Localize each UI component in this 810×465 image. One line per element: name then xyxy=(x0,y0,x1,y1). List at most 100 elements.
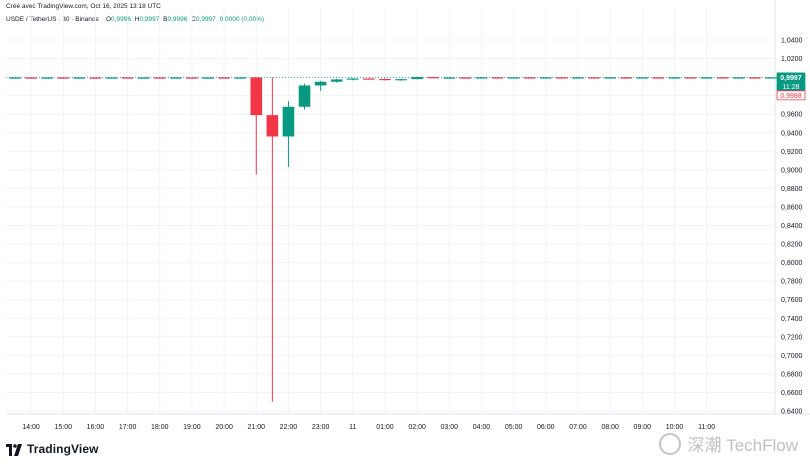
candle-body[interactable] xyxy=(9,77,21,79)
candle-body[interactable] xyxy=(491,77,504,79)
candle-body[interactable] xyxy=(186,77,198,79)
candle-body[interactable] xyxy=(716,77,729,79)
candle-body[interactable] xyxy=(588,77,600,79)
x-tick-label: 06:00 xyxy=(537,424,555,431)
candle-body[interactable] xyxy=(41,77,53,79)
y-tick-label: 0,9400 xyxy=(781,130,803,137)
low-price-tag-text: 0,9988 xyxy=(780,93,802,100)
y-tick-label: 1,0200 xyxy=(781,56,803,63)
candle-body[interactable] xyxy=(314,81,327,86)
candle-body[interactable] xyxy=(89,77,102,79)
candle-body[interactable] xyxy=(507,77,520,79)
candle-body[interactable] xyxy=(652,77,665,79)
x-tick-label: 16:00 xyxy=(87,424,105,431)
x-tick-label: 01:00 xyxy=(376,424,394,431)
watermark-icon xyxy=(659,432,682,455)
ohlc-legend: USDE / TetherUS · 30 · Binance O0,9996 H… xyxy=(6,16,266,23)
x-tick-label: 15:00 xyxy=(54,424,72,431)
y-tick-label: 0,6800 xyxy=(781,371,803,378)
candle-body[interactable] xyxy=(73,77,86,79)
y-tick-label: 0,7200 xyxy=(781,334,803,341)
tradingview-logo-icon xyxy=(6,443,22,456)
candle-body[interactable] xyxy=(121,77,134,79)
candle-body[interactable] xyxy=(749,77,761,79)
symbol-label[interactable]: USDE / TetherUS · 30 · Binance xyxy=(6,16,99,23)
candle-body[interactable] xyxy=(668,77,681,79)
countdown-tag-text: 11:28 xyxy=(783,84,800,91)
candle-body[interactable] xyxy=(298,85,311,107)
open-label: O xyxy=(105,16,112,23)
candle-body[interactable] xyxy=(443,77,456,79)
candle-body[interactable] xyxy=(330,79,343,82)
x-tick-label: 14:00 xyxy=(22,424,40,431)
y-tick-label: 0,9600 xyxy=(781,112,803,119)
candle-body[interactable] xyxy=(379,78,391,81)
y-tick-label: 0,8200 xyxy=(781,242,803,249)
tradingview-logo[interactable]: TradingView xyxy=(6,441,99,457)
candle-body[interactable] xyxy=(218,77,230,79)
x-tick-label: 10:00 xyxy=(666,424,684,431)
x-tick-label: 21:00 xyxy=(248,424,266,431)
candle-body[interactable] xyxy=(604,77,616,79)
watermark-text: 深潮 TechFlow xyxy=(687,436,798,455)
low-label: B xyxy=(163,16,168,23)
x-tick-label: 18:00 xyxy=(151,424,169,431)
candle-body[interactable] xyxy=(636,77,649,79)
candle-body[interactable] xyxy=(25,77,37,79)
y-tick-label: 0,6400 xyxy=(781,409,803,416)
candle-body[interactable] xyxy=(765,77,777,79)
candle-body[interactable] xyxy=(572,77,584,79)
candle-body[interactable] xyxy=(282,106,295,137)
candle-body[interactable] xyxy=(540,77,552,79)
candle-body[interactable] xyxy=(620,77,633,79)
y-tick-label: 0,8600 xyxy=(781,204,803,211)
x-tick-label: 03:00 xyxy=(441,424,459,431)
x-tick-label: 17:00 xyxy=(119,424,137,431)
y-tick-label: 0,8400 xyxy=(781,223,803,230)
candle-body[interactable] xyxy=(411,77,423,80)
candle-body[interactable] xyxy=(105,77,118,79)
candle-body[interactable] xyxy=(395,79,407,81)
low-price-tag xyxy=(776,90,806,101)
candle-body[interactable] xyxy=(733,77,745,79)
x-tick-label: 05:00 xyxy=(505,424,523,431)
candle-body[interactable] xyxy=(523,77,536,79)
x-tick-label: 08:00 xyxy=(601,424,619,431)
x-tick-label: 04:00 xyxy=(473,424,491,431)
open-value: 0,9996 xyxy=(111,16,131,23)
x-tick-label: 07:00 xyxy=(569,424,587,431)
candle-body[interactable] xyxy=(556,77,568,79)
y-tick-label: 0,7400 xyxy=(781,316,803,323)
y-tick-label: 0,7800 xyxy=(781,279,803,286)
candle-body[interactable] xyxy=(363,78,375,80)
x-tick-label: 20:00 xyxy=(215,424,233,431)
candle-body[interactable] xyxy=(57,77,70,79)
high-value: 0,9997 xyxy=(139,16,160,23)
candle-body[interactable] xyxy=(346,78,359,80)
candle-body[interactable] xyxy=(475,77,488,79)
tradingview-logo-text: TradingView xyxy=(27,442,99,456)
x-tick-label: 11 xyxy=(349,424,356,431)
x-tick-label: 22:00 xyxy=(280,424,298,431)
x-tick-label: 11:00 xyxy=(698,424,715,431)
candle-body[interactable] xyxy=(234,77,246,79)
candle-body[interactable] xyxy=(202,77,214,79)
candle-body[interactable] xyxy=(427,77,440,79)
y-tick-label: 1,0400 xyxy=(781,38,803,45)
x-tick-label: 02:00 xyxy=(408,424,426,431)
candle-body[interactable] xyxy=(266,115,279,137)
candle-body[interactable] xyxy=(153,77,166,79)
candle-body[interactable] xyxy=(137,77,150,79)
candle-body[interactable] xyxy=(684,77,697,79)
candle-body[interactable] xyxy=(170,77,182,79)
x-tick-label: 09:00 xyxy=(634,424,652,431)
watermark: 深潮 TechFlow xyxy=(659,431,798,456)
candle-body[interactable] xyxy=(700,77,713,79)
created-caption: Créé avec TradingView.com, Oct 16, 2025 … xyxy=(6,3,161,10)
candle-body[interactable] xyxy=(459,77,472,79)
y-tick-label: 0,8000 xyxy=(781,260,803,267)
y-tick-label: 0,9000 xyxy=(781,167,803,174)
candle-body[interactable] xyxy=(250,77,263,116)
